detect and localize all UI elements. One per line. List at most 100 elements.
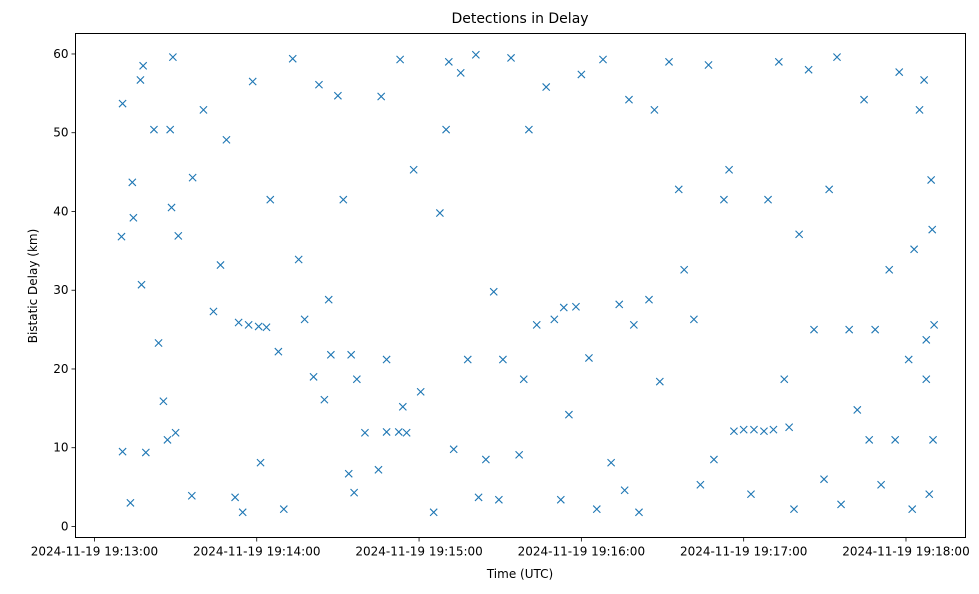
- data-point-19: [187, 491, 196, 500]
- data-point-141: [927, 175, 936, 184]
- data-point-118: [795, 230, 804, 239]
- data-point-119: [804, 65, 813, 74]
- data-point-39: [309, 372, 318, 381]
- data-point-102: [696, 480, 705, 489]
- data-point-125: [845, 325, 854, 334]
- data-point-42: [324, 295, 333, 304]
- data-point-137: [915, 105, 924, 114]
- data-point-100: [680, 265, 689, 274]
- data-point-45: [339, 195, 348, 204]
- y-tick-label: 30: [53, 283, 68, 297]
- data-point-89: [607, 458, 616, 467]
- data-point-90: [615, 300, 624, 309]
- data-point-98: [665, 57, 674, 66]
- data-point-55: [398, 402, 407, 411]
- data-point-68: [474, 493, 483, 502]
- data-point-67: [463, 355, 472, 364]
- data-point-22: [209, 307, 218, 316]
- plot-area-frame: [75, 33, 966, 538]
- data-point-134: [904, 355, 913, 364]
- data-point-14: [166, 125, 175, 134]
- data-point-66: [456, 68, 465, 77]
- data-point-143: [930, 320, 939, 329]
- data-point-56: [382, 355, 391, 364]
- data-point-138: [920, 75, 929, 84]
- data-point-62: [435, 209, 444, 218]
- data-point-32: [256, 458, 265, 467]
- data-point-109: [749, 425, 758, 434]
- data-point-25: [231, 493, 240, 502]
- y-axis: 0 10 20 30 40 50 60: [53, 47, 76, 533]
- x-axis: 2024-11-19 19:13:00 2024-11-19 19:14:00 20…: [31, 537, 970, 559]
- data-point-5: [129, 213, 138, 222]
- data-point-94: [634, 508, 643, 517]
- data-point-79: [542, 83, 551, 92]
- x-tick-label: 2024-11-19 19:16:00: [518, 545, 645, 559]
- data-point-65: [449, 445, 458, 454]
- y-tick-label: 60: [53, 47, 68, 61]
- data-point-130: [877, 480, 886, 489]
- data-point-139: [922, 335, 931, 344]
- data-point-77: [524, 125, 533, 134]
- data-point-41: [320, 395, 329, 404]
- data-point-135: [908, 505, 917, 514]
- data-point-1: [118, 99, 127, 108]
- data-point-110: [759, 427, 768, 436]
- data-point-46: [344, 469, 353, 478]
- y-tick-label: 0: [61, 519, 69, 533]
- data-point-84: [571, 302, 580, 311]
- data-point-26: [238, 508, 247, 517]
- x-tick-label: 2024-11-19 19:15:00: [355, 545, 482, 559]
- data-point-12: [159, 397, 168, 406]
- y-tick-label: 10: [53, 441, 68, 455]
- data-point-16: [167, 203, 176, 212]
- data-point-115: [774, 57, 783, 66]
- x-axis-label: Time (UTC): [486, 567, 553, 581]
- data-point-6: [136, 75, 145, 84]
- data-point-3: [126, 498, 135, 507]
- data-point-49: [352, 375, 361, 384]
- data-point-85: [577, 70, 586, 79]
- data-point-123: [833, 53, 841, 62]
- data-point-72: [494, 495, 503, 504]
- data-point-87: [592, 505, 601, 514]
- x-tick-label: 2024-11-19 19:13:00: [31, 545, 158, 559]
- data-point-59: [409, 165, 418, 174]
- data-point-82: [559, 303, 568, 312]
- data-point-69: [481, 455, 490, 464]
- data-point-54: [402, 428, 411, 437]
- data-point-121: [820, 475, 829, 484]
- data-point-70: [471, 50, 480, 59]
- data-point-29: [254, 322, 263, 331]
- data-point-51: [374, 465, 383, 474]
- data-point-92: [624, 95, 633, 104]
- data-point-120: [810, 325, 818, 334]
- data-point-33: [266, 195, 275, 204]
- data-point-50: [360, 428, 369, 437]
- data-point-9: [141, 448, 150, 457]
- data-point-38: [300, 315, 309, 324]
- data-point-31: [248, 77, 257, 86]
- data-point-28: [244, 320, 253, 329]
- x-tick-label: 2024-11-19 19:14:00: [193, 545, 320, 559]
- data-point-71: [489, 287, 498, 296]
- data-point-27: [234, 318, 243, 327]
- data-point-10: [149, 125, 158, 134]
- data-point-21: [199, 105, 208, 114]
- data-point-105: [719, 195, 728, 204]
- data-point-97: [655, 377, 664, 386]
- data-point-122: [825, 185, 834, 194]
- data-point-83: [564, 410, 573, 419]
- data-point-88: [599, 55, 607, 64]
- data-point-64: [444, 57, 453, 66]
- data-point-43: [326, 350, 335, 359]
- data-point-111: [769, 425, 778, 434]
- data-point-81: [556, 495, 565, 504]
- data-point-124: [837, 500, 846, 509]
- data-point-116: [780, 375, 789, 384]
- data-point-2: [118, 447, 127, 456]
- data-point-18: [171, 428, 180, 437]
- data-point-114: [764, 195, 773, 204]
- data-point-144: [928, 225, 937, 234]
- data-point-128: [865, 435, 874, 444]
